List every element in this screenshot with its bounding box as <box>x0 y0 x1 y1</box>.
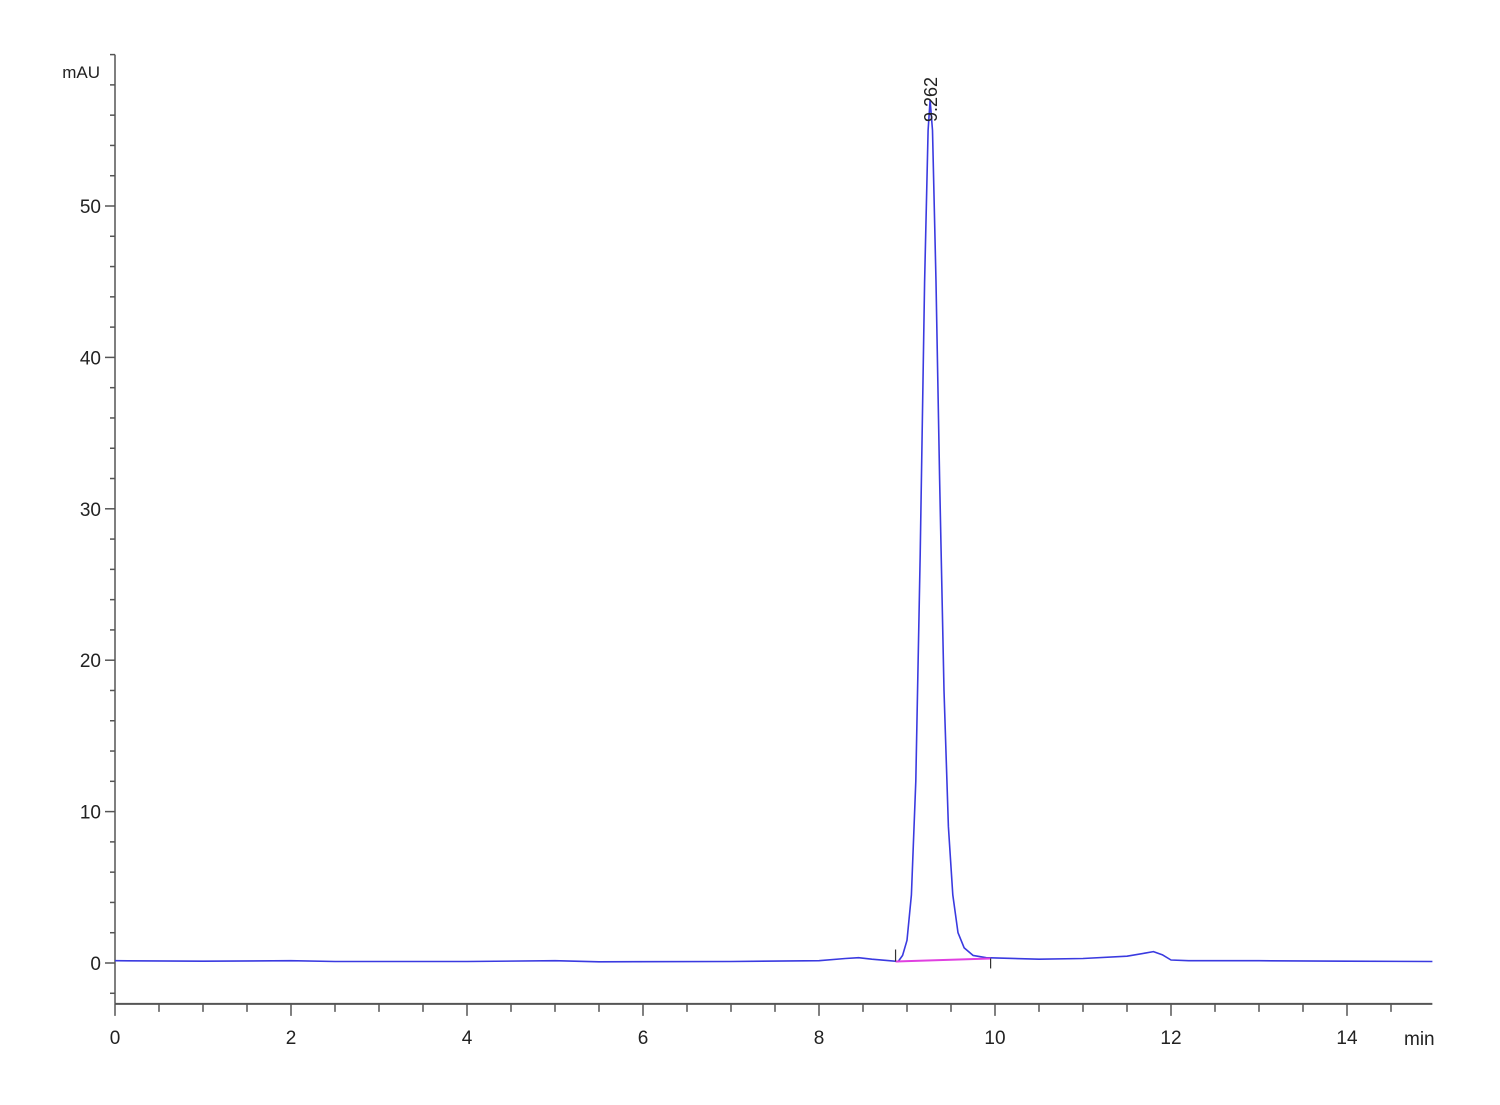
axes: 0 10 20 30 40 50 0 2 4 6 8 10 12 14 <box>80 53 1433 1049</box>
x-tick-label: 0 <box>110 1028 121 1049</box>
y-axis-label: mAU <box>62 63 100 82</box>
x-tick-label: 6 <box>638 1028 649 1049</box>
y-tick-label: 0 <box>90 954 101 975</box>
x-tick-label: 4 <box>462 1028 473 1049</box>
y-tick-label: 30 <box>80 500 101 521</box>
plot-area: 9.262 <box>114 77 1433 969</box>
signal-trace <box>114 99 1433 963</box>
y-tick-label: 20 <box>80 651 101 672</box>
x-tick-label: 2 <box>286 1028 297 1049</box>
peak-label: 9.262 <box>921 77 941 122</box>
x-tick-label: 10 <box>984 1028 1005 1049</box>
y-tick-label: 50 <box>80 197 101 218</box>
y-tick-label: 40 <box>80 348 101 369</box>
x-tick-label: 12 <box>1160 1028 1181 1049</box>
x-tick-label: 14 <box>1336 1028 1358 1049</box>
x-tick-label: 8 <box>814 1028 825 1049</box>
integration-baseline <box>895 957 991 963</box>
x-axis-label: min <box>1404 1029 1435 1050</box>
y-tick-label: 10 <box>80 803 101 824</box>
